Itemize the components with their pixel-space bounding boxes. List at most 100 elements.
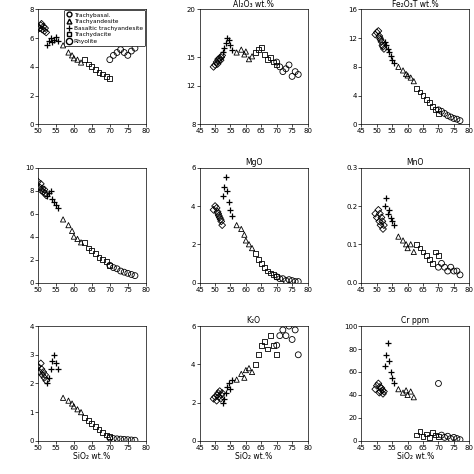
Point — [251, 361, 259, 368]
Point — [214, 55, 222, 63]
Point — [435, 109, 442, 117]
Point — [117, 46, 124, 54]
Point — [106, 74, 114, 82]
Point — [376, 210, 383, 218]
Point — [441, 264, 448, 271]
Point — [279, 68, 287, 75]
Point — [214, 210, 222, 218]
Point — [210, 63, 217, 71]
Point — [215, 212, 223, 219]
Point — [373, 214, 381, 221]
Point — [38, 185, 46, 192]
Point — [84, 60, 92, 68]
Point — [379, 387, 386, 394]
Point — [378, 384, 385, 392]
Point — [255, 256, 262, 264]
Point — [99, 256, 106, 264]
Point — [264, 55, 271, 63]
X-axis label: SiO₂ wt.%: SiO₂ wt.% — [397, 452, 434, 461]
Point — [64, 49, 72, 56]
Point — [267, 332, 274, 339]
Point — [285, 276, 293, 283]
Point — [47, 35, 55, 42]
Point — [456, 117, 464, 124]
Point — [294, 71, 302, 78]
Point — [431, 106, 439, 114]
Point — [228, 376, 236, 383]
Point — [213, 58, 220, 66]
Point — [41, 27, 48, 35]
Point — [38, 20, 46, 27]
Point — [407, 240, 414, 248]
Point — [416, 244, 424, 252]
Point — [248, 368, 256, 376]
Point — [257, 341, 265, 349]
Point — [81, 56, 89, 64]
Point — [219, 221, 226, 229]
Point — [211, 61, 219, 69]
Point — [394, 233, 402, 240]
Point — [215, 393, 223, 401]
Point — [95, 69, 103, 76]
Point — [220, 44, 228, 52]
Point — [36, 368, 44, 376]
Point — [425, 256, 433, 264]
Point — [42, 28, 50, 36]
Point — [219, 399, 227, 406]
Point — [245, 240, 253, 248]
Point — [211, 393, 219, 401]
Point — [120, 49, 128, 56]
Point — [34, 363, 42, 370]
Point — [422, 252, 430, 260]
Title: Al₂O₃ wt.%: Al₂O₃ wt.% — [233, 0, 274, 9]
Point — [416, 88, 424, 96]
Point — [428, 429, 436, 437]
Point — [441, 109, 448, 117]
Point — [242, 48, 250, 55]
Point — [273, 61, 281, 69]
Point — [68, 227, 76, 235]
Point — [228, 212, 236, 219]
Point — [377, 221, 384, 229]
Point — [117, 267, 124, 275]
Point — [282, 277, 290, 284]
Point — [270, 271, 277, 279]
Point — [378, 38, 385, 46]
Point — [372, 385, 379, 393]
Point — [224, 35, 231, 42]
Point — [373, 382, 381, 390]
Point — [379, 225, 387, 233]
Point — [211, 202, 219, 210]
Point — [241, 51, 248, 58]
Point — [237, 46, 245, 54]
Point — [438, 108, 445, 115]
Point — [419, 92, 427, 100]
Point — [95, 426, 103, 433]
Point — [413, 84, 420, 92]
Point — [447, 264, 455, 271]
Point — [282, 332, 290, 339]
Point — [257, 44, 265, 52]
Point — [245, 365, 253, 372]
Point — [84, 417, 92, 425]
Point — [444, 112, 451, 119]
Point — [441, 434, 448, 441]
Point — [273, 273, 281, 281]
Point — [385, 206, 393, 214]
Point — [435, 264, 442, 271]
Point — [435, 380, 442, 387]
Point — [288, 336, 296, 343]
Point — [399, 67, 407, 74]
Point — [109, 435, 117, 442]
Point — [376, 35, 383, 42]
Point — [374, 27, 382, 35]
Point — [91, 423, 99, 430]
Point — [379, 218, 386, 225]
Point — [428, 102, 436, 110]
Point — [131, 437, 139, 444]
Point — [444, 267, 451, 275]
Point — [294, 278, 302, 285]
Point — [48, 357, 56, 365]
Point — [106, 262, 114, 269]
Point — [50, 36, 58, 44]
